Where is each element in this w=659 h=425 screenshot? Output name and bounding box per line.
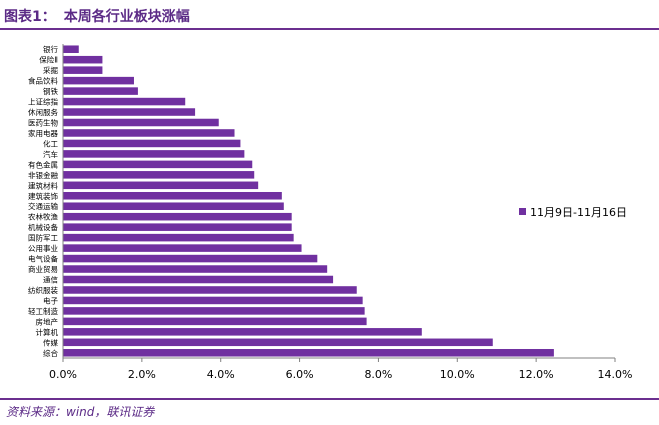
category-label: 公用事业	[28, 243, 58, 253]
x-tick-label: 10.0%	[440, 368, 475, 381]
bar-2	[63, 66, 103, 74]
category-label: 传媒	[43, 337, 58, 347]
bar-12	[63, 171, 255, 179]
bar-9	[63, 139, 241, 148]
bar-15	[63, 202, 284, 211]
bar-18	[63, 233, 294, 242]
category-label: 农林牧渔	[28, 212, 58, 222]
category-label: 汽车	[43, 149, 58, 159]
category-label: 休闲服务	[28, 107, 58, 117]
category-label: 食品饮料	[28, 76, 58, 86]
bar-1	[63, 55, 103, 64]
bar-28	[63, 338, 493, 347]
bar-13	[63, 181, 259, 190]
bar-17	[63, 223, 292, 231]
category-labels: 银行保险Ⅱ采掘食品饮料钢铁上证综指休闲服务医药生物家用电器化工汽车有色金属非银金…	[28, 44, 58, 358]
category-label: 交通运输	[28, 201, 58, 211]
category-label: 银行	[43, 44, 58, 54]
bar-5	[63, 97, 186, 106]
bar-6	[63, 108, 196, 116]
category-label: 医药生物	[28, 118, 58, 128]
legend: 11月9日-11月16日	[519, 206, 627, 219]
bar-24	[63, 296, 363, 305]
figure-footer-rule	[0, 398, 659, 400]
figure-header: 图表1： 本周各行业板块涨幅	[0, 0, 659, 30]
category-label: 保险Ⅱ	[39, 55, 58, 65]
bar-7	[63, 118, 219, 127]
legend-label: 11月9日-11月16日	[530, 206, 627, 219]
source-note: 资料来源：wind，联讯证券	[6, 405, 155, 419]
bar-26	[63, 317, 367, 326]
bar-3	[63, 76, 134, 85]
bar-4	[63, 87, 138, 95]
category-label: 机械设备	[28, 222, 58, 232]
category-label: 有色金属	[28, 159, 58, 169]
category-label: 非银金融	[28, 170, 58, 180]
bar-20	[63, 254, 318, 263]
x-tick-label: 8.0%	[364, 368, 392, 381]
category-label: 轻工制造	[28, 306, 58, 316]
category-label: 钢铁	[43, 86, 58, 96]
category-label: 上证综指	[28, 97, 58, 107]
bar-21	[63, 265, 328, 273]
bar-25	[63, 307, 365, 315]
figure-title-text: 本周各行业板块涨幅	[63, 9, 190, 25]
x-tick-label: 0.0%	[49, 368, 77, 381]
category-label: 通信	[43, 275, 58, 285]
category-label: 计算机	[36, 327, 59, 337]
category-label: 商业贸易	[28, 264, 58, 274]
bar-19	[63, 244, 302, 252]
category-label: 建筑装饰	[28, 191, 58, 201]
category-label: 家用电器	[28, 128, 58, 138]
bar-27	[63, 328, 422, 336]
legend-swatch	[519, 208, 526, 215]
bar-22	[63, 275, 334, 284]
x-tick-label: 14.0%	[598, 368, 633, 381]
bar-29	[63, 348, 554, 357]
category-label: 国防军工	[28, 233, 58, 243]
bar-chart: 银行保险Ⅱ采掘食品饮料钢铁上证综指休闲服务医药生物家用电器化工汽车有色金属非银金…	[28, 44, 632, 381]
category-label: 电气设备	[28, 254, 58, 264]
bar-14	[63, 191, 282, 200]
bar-8	[63, 129, 235, 137]
category-label: 化工	[43, 138, 58, 148]
bar-23	[63, 286, 357, 294]
bar-0	[63, 45, 79, 54]
x-tick-labels: 0.0% 2.0% 4.0% 6.0% 8.0% 10.0% 12.0% 14.0%	[49, 358, 632, 381]
category-label: 采掘	[43, 65, 58, 75]
bar-10	[63, 150, 245, 158]
category-label: 纺织服装	[28, 285, 58, 295]
bar-11	[63, 160, 253, 169]
category-label: 房地产	[36, 316, 59, 326]
x-tick-label: 12.0%	[519, 368, 554, 381]
category-label: 建筑材料	[28, 180, 58, 190]
bars-group	[63, 45, 554, 357]
figure-title: 图表1： 本周各行业板块涨幅	[4, 6, 190, 26]
x-tick-label: 6.0%	[286, 368, 314, 381]
category-label: 电子	[43, 295, 58, 305]
figure-label: 图表1：	[4, 9, 56, 25]
category-label: 综合	[43, 348, 58, 358]
x-tick-label: 2.0%	[128, 368, 156, 381]
x-tick-label: 4.0%	[207, 368, 235, 381]
bar-16	[63, 212, 292, 221]
